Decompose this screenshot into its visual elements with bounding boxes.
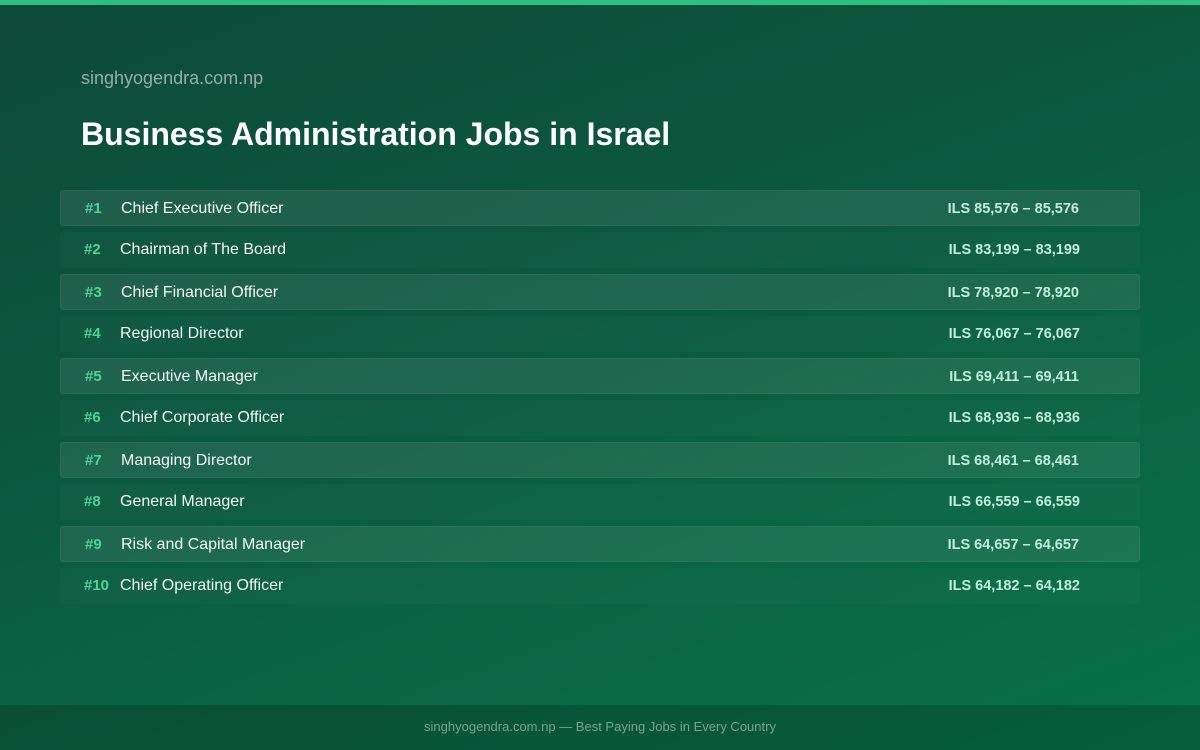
page-title: Business Administration Jobs in Israel [81, 116, 671, 152]
job-salary: ILS 64,182 – 64,182 [948, 578, 1080, 594]
job-rank: #1 [85, 200, 102, 217]
job-rank: #3 [85, 284, 102, 301]
job-row: #4 Regional Director ILS 76,067 – 76,067 [60, 316, 1140, 352]
job-salary: ILS 68,936 – 68,936 [948, 410, 1080, 426]
job-salary: ILS 83,199 – 83,199 [948, 242, 1080, 258]
job-title: Managing Director [121, 452, 252, 469]
job-title: Chief Financial Officer [121, 284, 279, 301]
job-salary: ILS 85,576 – 85,576 [947, 201, 1079, 217]
job-salary: ILS 64,657 – 64,657 [947, 537, 1079, 553]
job-salary: ILS 69,411 – 69,411 [949, 369, 1079, 385]
job-title: General Manager [120, 493, 245, 510]
job-salary: ILS 66,559 – 66,559 [948, 494, 1080, 510]
job-row: #9 Risk and Capital Manager ILS 64,657 –… [60, 526, 1140, 562]
job-rank: #5 [85, 368, 102, 385]
job-row: #10 Chief Operating Officer ILS 64,182 –… [60, 568, 1140, 604]
job-row: #7 Managing Director ILS 68,461 – 68,461 [60, 442, 1140, 478]
job-title: Regional Director [120, 325, 244, 342]
job-list: #1 Chief Executive Officer ILS 85,576 – … [60, 190, 1140, 610]
job-title: Risk and Capital Manager [121, 536, 306, 553]
job-row: #3 Chief Financial Officer ILS 78,920 – … [60, 274, 1140, 310]
job-rank: #6 [84, 409, 101, 426]
job-title: Chief Operating Officer [120, 577, 284, 594]
job-salary: ILS 76,067 – 76,067 [948, 326, 1080, 342]
top-accent-bar [0, 0, 1200, 5]
job-rank: #10 [84, 577, 110, 594]
job-row: #5 Executive Manager ILS 69,411 – 69,411 [60, 358, 1140, 394]
job-rank: #4 [84, 325, 101, 342]
job-title: Executive Manager [121, 368, 258, 385]
job-row: #1 Chief Executive Officer ILS 85,576 – … [60, 190, 1140, 226]
job-salary: ILS 68,461 – 68,461 [947, 453, 1079, 469]
job-rank: #2 [84, 241, 101, 258]
site-name: singhyogendra.com.np [81, 68, 264, 88]
job-row: #8 General Manager ILS 66,559 – 66,559 [60, 484, 1140, 520]
job-title: Chief Executive Officer [121, 200, 284, 217]
job-title: Chief Corporate Officer [120, 409, 285, 426]
job-rank: #7 [85, 452, 102, 469]
job-salary: ILS 78,920 – 78,920 [947, 285, 1079, 301]
footer-text: singhyogendra.com.np — Best Paying Jobs … [424, 719, 776, 734]
job-title: Chairman of The Board [120, 241, 287, 258]
job-row: #2 Chairman of The Board ILS 83,199 – 83… [60, 232, 1140, 268]
job-rank: #9 [85, 536, 102, 553]
job-row: #6 Chief Corporate Officer ILS 68,936 – … [60, 400, 1140, 436]
footer: singhyogendra.com.np — Best Paying Jobs … [0, 705, 1200, 750]
job-rank: #8 [84, 493, 101, 510]
